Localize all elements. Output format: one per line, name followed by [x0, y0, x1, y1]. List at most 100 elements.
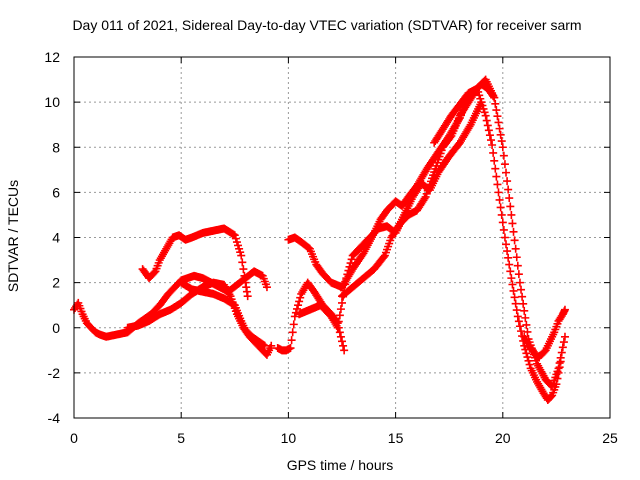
data-point-marker [521, 313, 530, 322]
data-point-marker [511, 244, 520, 253]
data-point-marker [514, 317, 523, 326]
x-tick-label: 15 [388, 430, 404, 446]
data-point-marker [338, 298, 346, 307]
data-point-marker [510, 236, 519, 245]
data-point-marker [335, 311, 344, 320]
data-point-marker [497, 210, 506, 219]
data-point-marker [503, 177, 512, 186]
axis-ticks: 0 5 10 15 20 25 -4 -2 0 2 4 6 8 10 12 [44, 49, 618, 446]
data-point-marker [497, 137, 506, 146]
data-point-marker [498, 143, 507, 152]
data-point-marker [558, 343, 567, 352]
data-point-marker [515, 278, 524, 287]
data-point-marker [496, 203, 505, 212]
data-point-marker [346, 259, 355, 268]
data-point-marker [289, 320, 298, 329]
series-track-d [177, 278, 269, 350]
data-point-marker [496, 130, 505, 139]
y-tick-label: 10 [44, 94, 60, 110]
data-point-marker [506, 202, 515, 211]
data-point-marker [494, 118, 503, 127]
data-point-marker [338, 337, 346, 346]
data-point-marker [510, 293, 519, 302]
data-point-marker [482, 116, 491, 125]
data-point-marker [240, 271, 249, 280]
data-point-marker [504, 253, 513, 262]
data-point-marker [513, 261, 522, 270]
data-point-marker [499, 225, 508, 234]
data-point-marker [508, 280, 517, 289]
data-point-marker [559, 338, 568, 347]
data-point-marker [522, 349, 531, 358]
data-point-marker [499, 151, 508, 160]
data-point-marker [512, 253, 521, 262]
data-point-marker [260, 341, 269, 350]
data-point-marker [335, 328, 344, 337]
y-tick-label: 6 [52, 184, 60, 200]
data-point-marker [490, 156, 499, 165]
series-track-j [520, 305, 569, 362]
data-point-marker [288, 328, 297, 337]
data-point-marker [292, 304, 301, 313]
chart-title: Day 011 of 2021, Sidereal Day-to-day VTE… [72, 17, 581, 33]
data-point-marker [492, 172, 501, 181]
data-point-marker [505, 194, 514, 203]
data-point-marker [500, 233, 509, 242]
data-point-marker [485, 131, 494, 140]
x-tick-label: 25 [602, 430, 618, 446]
series-track-g [295, 98, 486, 332]
data-point-marker [339, 341, 348, 350]
data-point-marker [420, 194, 429, 203]
data-point-marker [296, 293, 305, 302]
data-point-marker [507, 274, 516, 283]
data-point-marker [503, 247, 512, 256]
data-point-marker [552, 380, 561, 389]
data-point-marker [511, 299, 520, 308]
y-tick-label: 12 [44, 49, 60, 65]
data-point-marker [517, 327, 526, 336]
data-point-marker [513, 312, 522, 321]
y-tick-label: 0 [52, 320, 60, 336]
data-point-marker [489, 148, 498, 157]
series-track-e [273, 278, 349, 355]
data-point-marker [502, 240, 511, 249]
data-point-marker [494, 188, 503, 197]
data-point-marker [334, 317, 343, 326]
data-point-marker [336, 332, 345, 341]
data-point-marker [560, 332, 569, 341]
y-axis-label: SDTVAR / TECUs [5, 180, 21, 292]
data-point-marker [495, 124, 504, 133]
data-point-marker [483, 121, 492, 130]
data-point-marker [484, 126, 493, 135]
data-point-marker [509, 227, 518, 236]
data-point-marker [514, 270, 523, 279]
data-point-marker [239, 265, 248, 274]
x-tick-label: 5 [177, 430, 185, 446]
data-point-marker [491, 164, 500, 173]
data-point-marker [493, 112, 502, 121]
data-point-marker [492, 106, 501, 115]
x-tick-label: 0 [70, 430, 78, 446]
data-point-marker [506, 267, 515, 276]
data-point-marker [493, 180, 502, 189]
data-point-marker [556, 357, 565, 366]
data-point-marker [243, 292, 252, 301]
data-point-marker [333, 323, 342, 332]
data-point-marker [520, 306, 529, 315]
series-track-h [338, 75, 569, 391]
series-track-b [138, 224, 252, 301]
data-point-marker [554, 368, 563, 377]
data-point-marker [340, 346, 349, 355]
data-point-marker [495, 195, 504, 204]
data-point-marker [487, 136, 496, 145]
data-point-marker [336, 305, 345, 314]
data-point-marker [347, 255, 356, 264]
data-point-marker [504, 185, 513, 194]
data-point-marker [500, 160, 509, 169]
data-point-marker [341, 280, 350, 289]
data-point-marker [508, 219, 517, 228]
x-tick-label: 20 [495, 430, 511, 446]
x-axis-label: GPS time / hours [287, 457, 394, 473]
data-point-marker [502, 168, 511, 177]
